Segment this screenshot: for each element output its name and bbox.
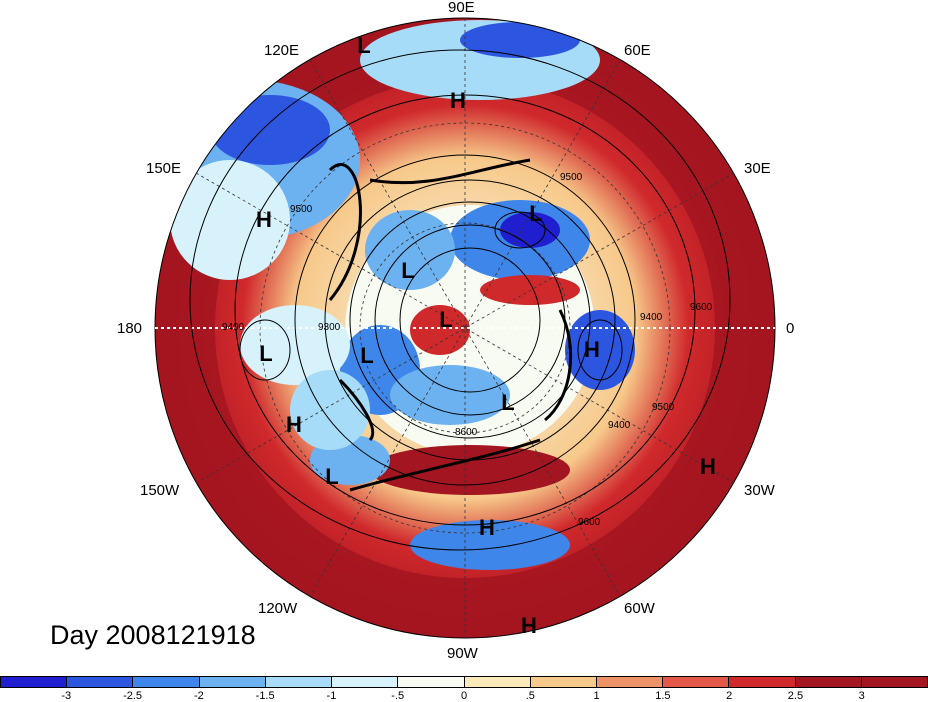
polar-stereographic-map: 9500 9400 9300 9600 9500 9400 8600 9500 …	[154, 17, 776, 639]
colorbar-tick-label: 0	[460, 690, 468, 702]
lon-label-90w: 90W	[447, 645, 478, 662]
contour-label: 9400	[608, 420, 631, 431]
pressure-marker: L	[439, 307, 453, 332]
lon-label-30w: 30W	[744, 482, 775, 499]
colorbar-tick-label: 1	[593, 690, 600, 702]
colorbar-swatch	[398, 677, 465, 687]
pressure-marker: L	[401, 258, 415, 283]
pressure-marker: H	[256, 207, 272, 232]
colorbar-swatch	[199, 677, 266, 687]
colorbar-swatch	[265, 677, 333, 687]
map-title: Day 2008121918	[50, 620, 256, 650]
graticule	[154, 17, 776, 639]
pressure-marker: L	[325, 464, 339, 489]
contour-label: 9500	[652, 402, 675, 413]
colorbar-tick-label: 2.5	[787, 690, 804, 702]
pressure-marker: H	[479, 515, 495, 540]
contour-label: 9600	[690, 302, 713, 313]
colorbar-swatch	[67, 677, 134, 687]
colorbar-swatch	[530, 677, 597, 687]
lon-label-60e: 60E	[624, 42, 651, 59]
colorbar-tick-label: -2.5	[123, 690, 143, 702]
pressure-marker: L	[501, 390, 515, 415]
contour-label: 9300	[318, 322, 341, 333]
lon-label-30e: 30E	[744, 160, 771, 177]
contour-label: 9400	[640, 312, 663, 323]
pressure-marker: H	[450, 88, 466, 113]
lon-label-150w: 150W	[140, 482, 180, 499]
colorbar-swatch	[861, 677, 928, 687]
colorbar-swatch	[464, 677, 531, 687]
colorbar-swatch	[729, 677, 796, 687]
pressure-marker: L	[357, 33, 371, 58]
lon-label-0: 0	[786, 320, 795, 337]
pressure-marker: L	[529, 201, 543, 226]
lon-label-120w: 120W	[258, 600, 298, 617]
height-contours	[189, 49, 731, 551]
pressure-marker: H	[584, 337, 600, 362]
colorbar-tick-label: 3	[858, 690, 865, 702]
colorbar-tick-label: 2	[726, 690, 733, 702]
colorbar-swatch	[332, 677, 399, 687]
colorbar-swatch	[663, 677, 730, 687]
contour-label: 9500	[290, 204, 313, 215]
colorbar-swatch	[596, 677, 664, 687]
colorbar-tick-label: .5	[525, 690, 535, 702]
colorbar-tick-label: -2	[193, 690, 204, 702]
colorbar	[0, 676, 928, 688]
lon-label-180: 180	[117, 320, 143, 337]
lon-label-60w: 60W	[624, 600, 655, 617]
colorbar-swatch	[133, 677, 200, 687]
pressure-marker: L	[259, 341, 273, 366]
pressure-marker: L	[360, 343, 374, 368]
pressure-marker: H	[521, 613, 537, 638]
contour-label: 9600	[578, 517, 601, 528]
pressure-marker: H	[700, 454, 716, 479]
contour-labels: 9500 9400 9300 9600 9500 9400 8600 9500 …	[222, 172, 713, 528]
colorbar-tick-label: 1.5	[655, 690, 671, 702]
anomaly-field	[155, 18, 775, 638]
pressure-marker: H	[286, 412, 302, 437]
contour-label: 9400	[222, 322, 245, 333]
colorbar-tick-label: -3	[61, 690, 72, 702]
colorbar-swatch	[1, 677, 68, 687]
colorbar-tick-label: -.5	[391, 690, 405, 702]
colorbar-swatch	[795, 677, 862, 687]
lon-label-90e: 90E	[448, 0, 475, 16]
lon-label-120e: 120E	[264, 42, 300, 59]
contour-label: 9500	[560, 172, 583, 183]
jet-streaks	[328, 158, 573, 492]
colorbar-tick-label: -1	[326, 690, 337, 702]
contour-label: 8600	[455, 427, 478, 438]
lon-label-150e: 150E	[146, 160, 182, 177]
colorbar-tick-label: -1.5	[255, 690, 275, 702]
